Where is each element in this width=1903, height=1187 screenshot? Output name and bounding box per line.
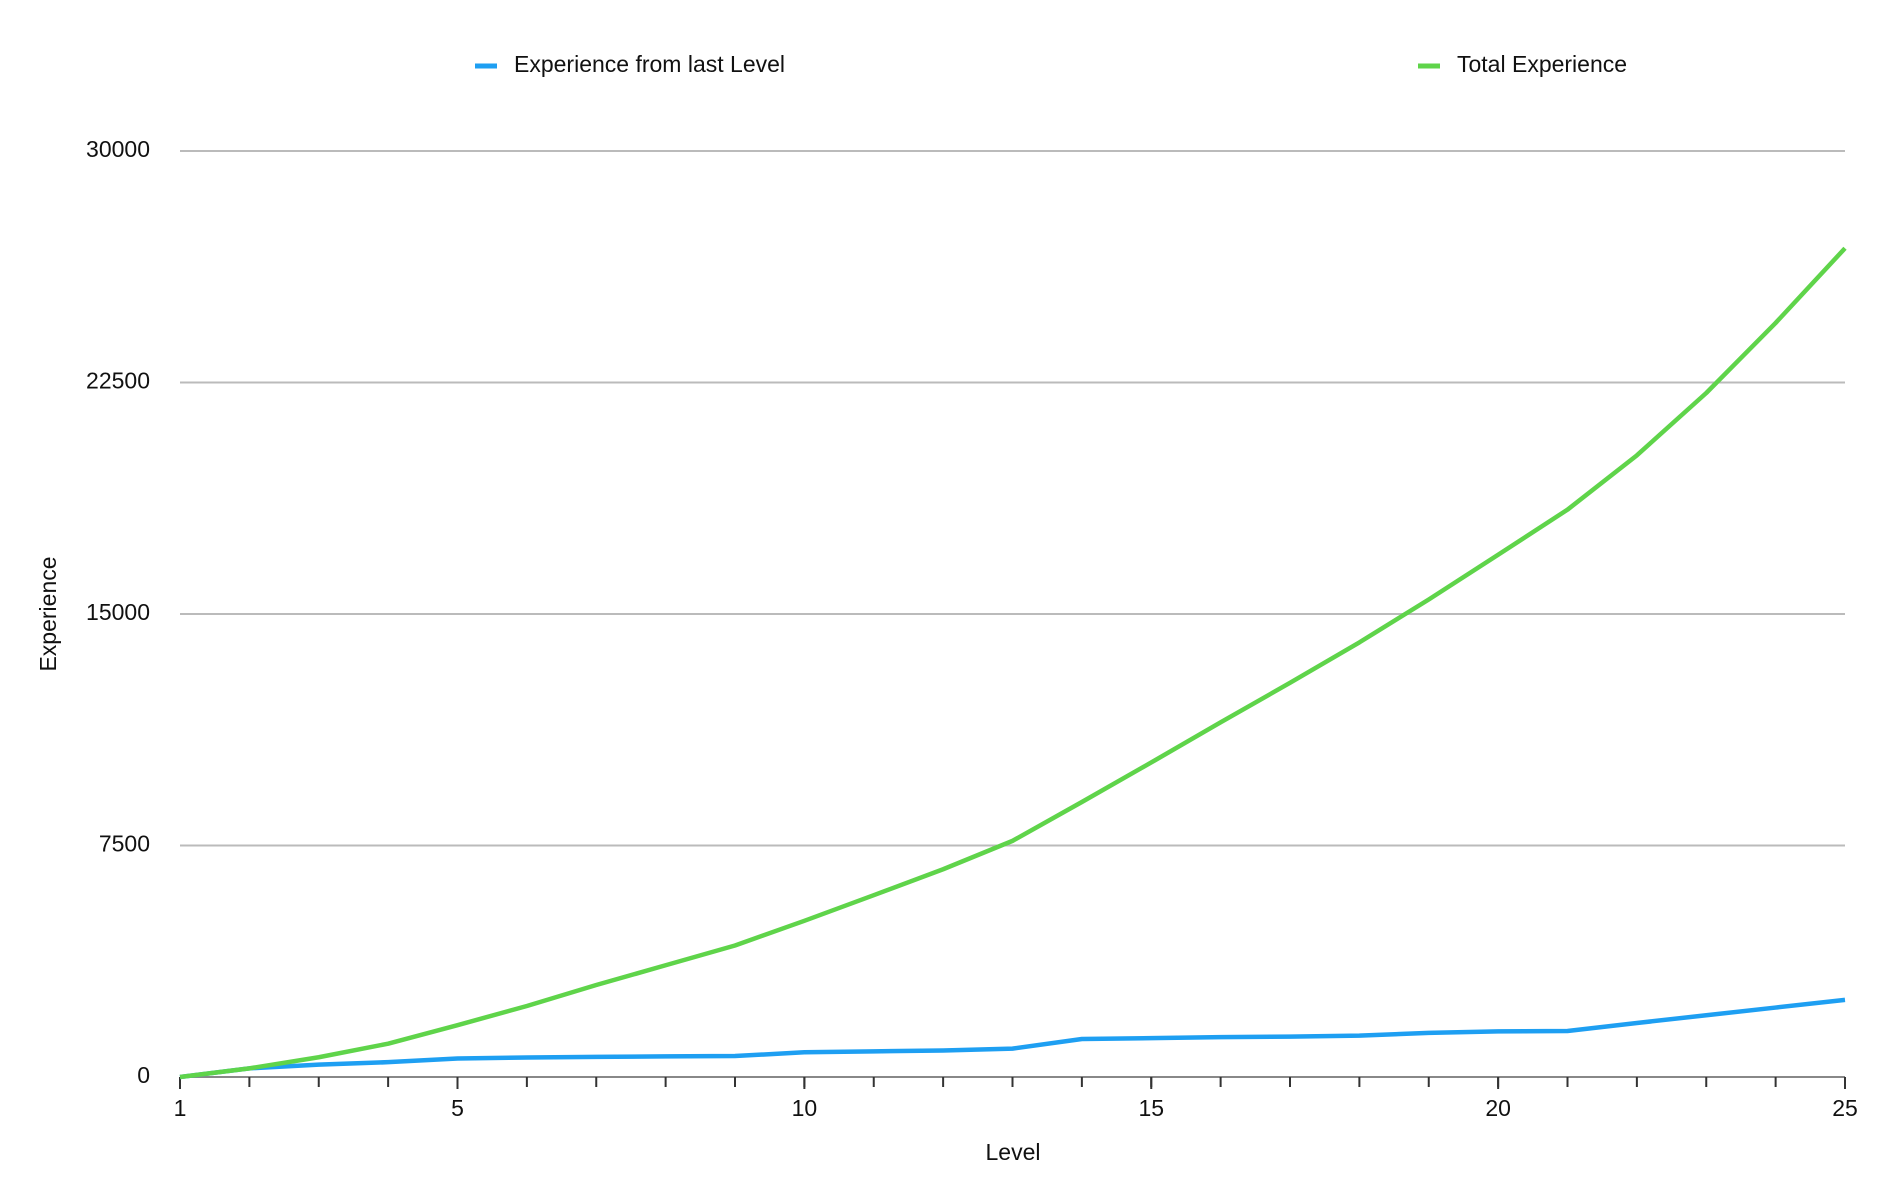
x-axis-label: Level [986, 1139, 1041, 1165]
data-line [179, 246, 1847, 1080]
y-tick-label: 15000 [86, 599, 150, 625]
x-tick-label: 20 [1485, 1095, 1511, 1121]
y-tick-label: 30000 [86, 136, 150, 162]
x-tick-label: 10 [792, 1095, 818, 1121]
y-tick-label: 7500 [99, 831, 150, 857]
y-tick-label: 22500 [86, 368, 150, 394]
x-tick-label: 1 [174, 1095, 187, 1121]
x-tick-label: 25 [1832, 1095, 1858, 1121]
legend-label: Total Experience [1457, 51, 1627, 77]
x-tick-label: 15 [1138, 1095, 1164, 1121]
y-tick-label: 0 [137, 1062, 150, 1088]
y-axis-label: Experience [35, 556, 61, 671]
data-line [179, 997, 1846, 1080]
x-tick-label: 5 [451, 1095, 464, 1121]
legend-label: Experience from last Level [514, 51, 785, 77]
